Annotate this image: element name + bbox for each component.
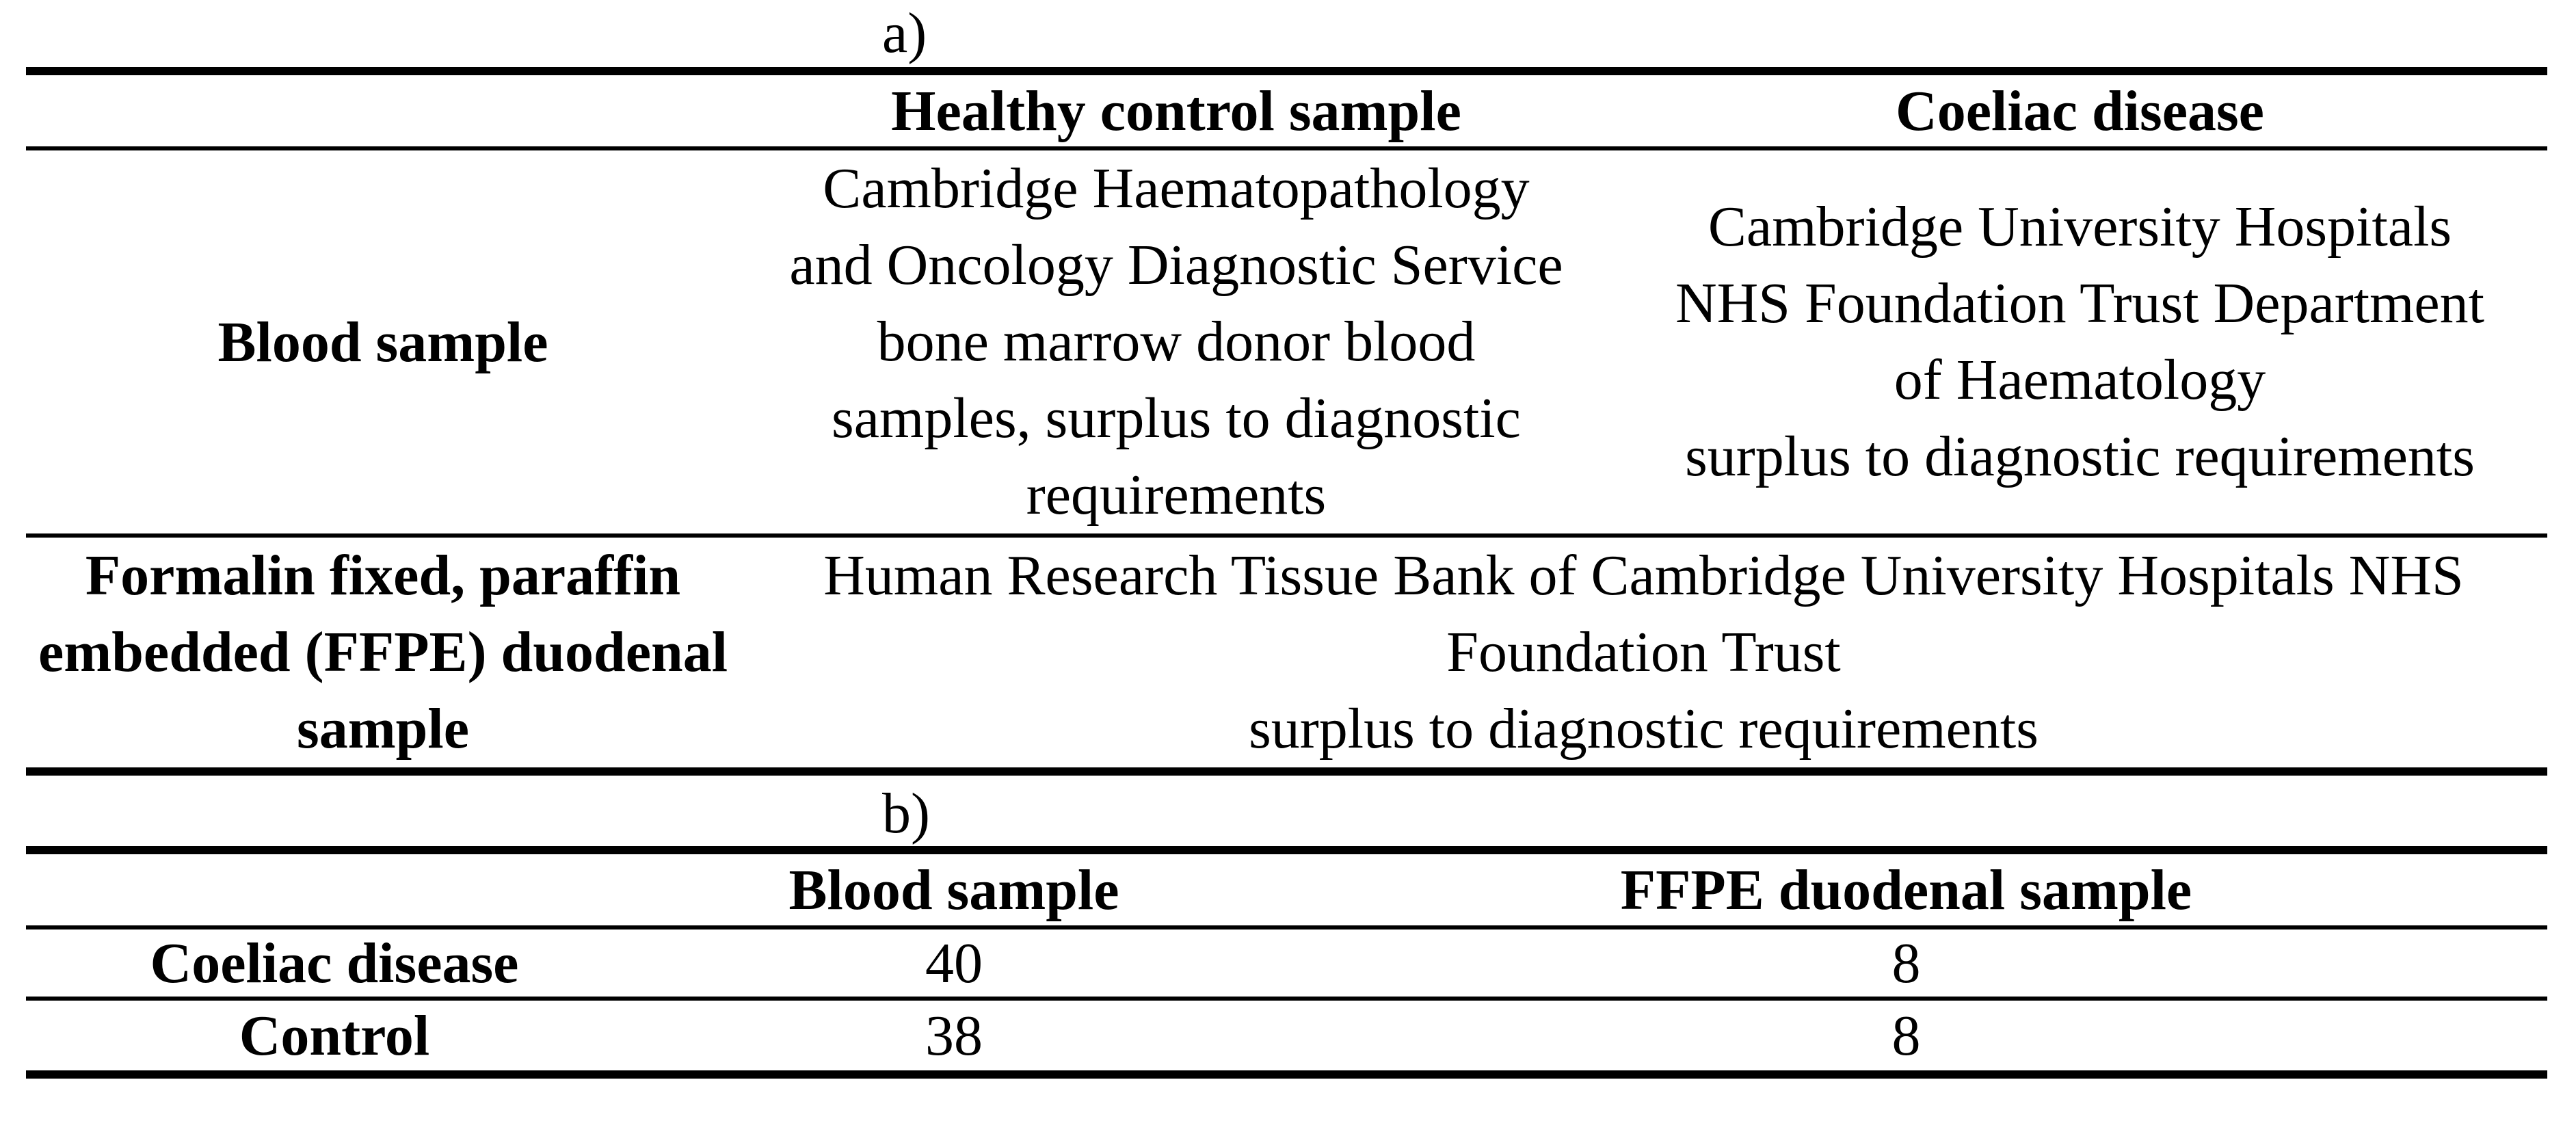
table-a-row-blood-sample: Blood sample Cambridge Haematopathology …: [26, 150, 2547, 538]
table-a-header-row: Healthy control sample Coeliac disease: [26, 75, 2547, 150]
control-blood-count: 38: [643, 1001, 1265, 1079]
table-b-header-row: Blood sample FFPE duodenal sample: [26, 854, 2547, 929]
panel-b-label: b): [882, 782, 930, 845]
table-b-header-blood-sample: Blood sample: [643, 854, 1265, 929]
coeliac-disease-ffpe-count: 8: [1265, 929, 2547, 1001]
ffpe-sample-row-label: Formalin fixed, paraffin embedded (FFPE)…: [26, 538, 740, 776]
table-a-row-ffpe-sample: Formalin fixed, paraffin embedded (FFPE)…: [26, 538, 2547, 776]
table-b-row-control: Control 38 8: [26, 1001, 2547, 1079]
control-row-label: Control: [26, 1001, 643, 1079]
blood-sample-coeliac-disease-cell: Cambridge University Hospitals NHS Found…: [1612, 150, 2547, 538]
ffpe-sample-merged-cell: Human Research Tissue Bank of Cambridge …: [740, 538, 2547, 776]
table-a-sample-sources: Healthy control sample Coeliac disease B…: [26, 67, 2547, 776]
table-a-header-coeliac-disease: Coeliac disease: [1612, 75, 2547, 150]
coeliac-disease-blood-count: 40: [643, 929, 1265, 1001]
coeliac-disease-row-label: Coeliac disease: [26, 929, 643, 1001]
panel-a-label: a): [882, 1, 927, 65]
table-b-header-empty-cell: [26, 854, 643, 929]
table-b-sample-counts: Blood sample FFPE duodenal sample Coelia…: [26, 846, 2547, 1079]
table-a-header-healthy-control: Healthy control sample: [740, 75, 1612, 150]
blood-sample-healthy-control-cell: Cambridge Haematopathology and Oncology …: [740, 150, 1612, 538]
table-b-row-coeliac-disease: Coeliac disease 40 8: [26, 929, 2547, 1001]
blood-sample-row-label: Blood sample: [26, 150, 740, 538]
control-ffpe-count: 8: [1265, 1001, 2547, 1079]
table-a-header-empty-cell: [26, 75, 740, 150]
table-b-header-ffpe-duodenal-sample: FFPE duodenal sample: [1265, 854, 2547, 929]
